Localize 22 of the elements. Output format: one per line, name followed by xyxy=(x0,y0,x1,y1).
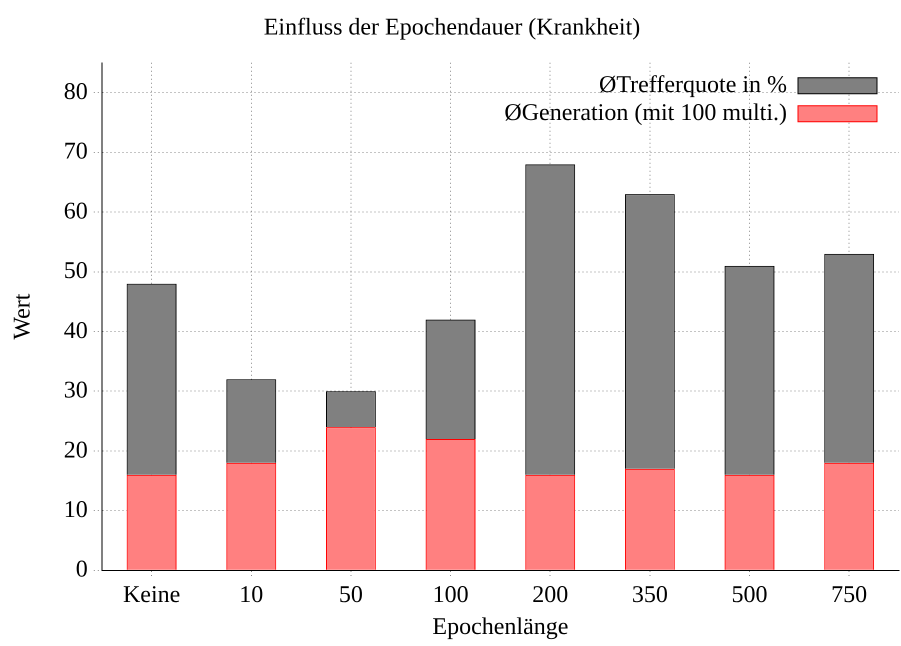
y-tick-label: 30 xyxy=(64,378,88,404)
x-tick-label: 50 xyxy=(338,582,363,608)
x-tick-label: 500 xyxy=(732,582,768,608)
chart-title: Einfluss der Epochendauer (Krankheit) xyxy=(264,14,640,41)
x-tick-label: 10 xyxy=(239,582,264,608)
y-tick-label: 60 xyxy=(64,198,88,224)
x-tick-label: 750 xyxy=(831,582,868,608)
legend-label: ØGeneration (mit 100 multi.) xyxy=(504,100,787,126)
x-tick-label: 200 xyxy=(532,582,568,608)
y-tick-label: 40 xyxy=(64,318,88,344)
y-tick-label: 50 xyxy=(64,258,88,284)
x-axis-title: Epochenlänge xyxy=(432,614,568,640)
y-tick-label: 70 xyxy=(64,138,88,165)
x-tick-label: Keine xyxy=(122,582,180,608)
y-tick-label: 0 xyxy=(76,556,88,583)
y-tick-label: 10 xyxy=(64,496,88,523)
y-tick-label: 80 xyxy=(64,78,88,105)
x-tick-label: 100 xyxy=(432,582,469,608)
legend-label: ØTrefferquote in % xyxy=(599,72,788,98)
y-axis-title: Wert xyxy=(10,293,36,340)
x-tick-label: 350 xyxy=(632,582,668,608)
y-tick-label: 20 xyxy=(64,437,88,464)
